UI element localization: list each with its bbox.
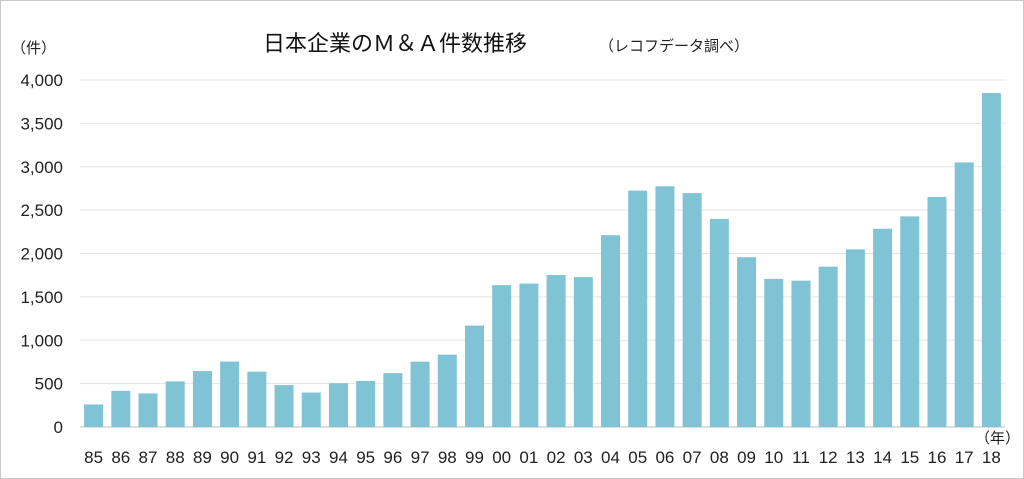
- x-tick-label: 07: [683, 448, 702, 467]
- bar-06: [655, 186, 675, 427]
- bar-99: [464, 325, 484, 427]
- x-tick-label: 88: [166, 448, 185, 467]
- x-tick-label: 17: [955, 448, 974, 467]
- x-tick-label: 15: [900, 448, 919, 467]
- x-tick-label: 86: [111, 448, 130, 467]
- bar-94: [328, 383, 348, 427]
- y-axis-label: （件）: [11, 40, 56, 57]
- bar-07: [682, 193, 702, 427]
- y-tick-label: 500: [35, 375, 63, 394]
- bar-10: [764, 278, 784, 427]
- x-tick-label: 02: [547, 448, 566, 467]
- bar-86: [111, 390, 131, 427]
- x-axis-label: （年）: [975, 430, 1020, 447]
- y-tick-label: 1,000: [20, 331, 63, 350]
- bar-98: [437, 354, 457, 427]
- y-tick-label: 3,500: [20, 114, 63, 133]
- x-tick-labels: 85 86 87 88 89 90 91 92 93 94 95 96 97 98 99 00 01 02 03 04…: [84, 448, 1001, 467]
- bar-03: [573, 277, 593, 427]
- x-tick-label: 89: [193, 448, 212, 467]
- bar-04: [601, 235, 621, 427]
- x-tick-label: 99: [465, 448, 484, 467]
- bar-05: [628, 190, 648, 427]
- x-tick-label: 03: [574, 448, 593, 467]
- bar-17: [954, 162, 974, 427]
- y-tick-label: 2,500: [20, 201, 63, 220]
- x-tick-label: 85: [84, 448, 103, 467]
- x-tick-label: 01: [519, 448, 538, 467]
- bar-95: [356, 380, 376, 427]
- y-tick-label: 1,500: [20, 288, 63, 307]
- bar-92: [274, 385, 294, 427]
- bar-15: [900, 216, 920, 427]
- bar-87: [138, 393, 158, 427]
- x-tick-label: 97: [411, 448, 430, 467]
- x-tick-label: 93: [302, 448, 321, 467]
- bar-18: [981, 93, 1001, 427]
- x-tick-label: 06: [655, 448, 674, 467]
- bar-85: [84, 404, 104, 427]
- bar-09: [737, 257, 757, 427]
- bar-91: [247, 371, 267, 427]
- chart-subtitle: （レコフデータ調べ）: [599, 37, 749, 55]
- bar-16: [927, 196, 947, 427]
- x-tick-label: 08: [710, 448, 729, 467]
- x-tick-label: 05: [628, 448, 647, 467]
- x-tick-label: 13: [846, 448, 865, 467]
- bar-88: [165, 381, 185, 427]
- bar-93: [301, 392, 321, 427]
- x-tick-label: 11: [792, 448, 810, 467]
- bar-02: [546, 275, 566, 427]
- x-tick-label: 87: [139, 448, 158, 467]
- y-tick-label: 4,000: [20, 71, 63, 90]
- y-tick-labels: 0 500 1,000 1,500 2,000 2,500 3,000 3,500 4,000: [20, 71, 63, 437]
- bar-97: [410, 361, 430, 427]
- x-tick-label: 10: [764, 448, 783, 467]
- x-tick-label: 90: [220, 448, 239, 467]
- bar-12: [818, 266, 838, 427]
- x-tick-label: 00: [492, 448, 511, 467]
- x-tick-label: 09: [737, 448, 756, 467]
- bar-13: [845, 249, 865, 427]
- x-tick-label: 94: [329, 448, 348, 467]
- bar-01: [519, 283, 539, 427]
- bar-89: [192, 371, 212, 427]
- x-tick-label: 95: [356, 448, 375, 467]
- x-tick-label: 91: [247, 448, 266, 467]
- chart-title: 日本企業のＭ＆Ａ件数推移: [263, 31, 527, 56]
- y-tick-label: 3,000: [20, 158, 63, 177]
- x-tick-label: 14: [873, 448, 892, 467]
- bar-14: [873, 228, 893, 427]
- x-tick-label: 16: [928, 448, 947, 467]
- bar-96: [383, 373, 403, 427]
- bar-08: [709, 218, 729, 427]
- x-tick-label: 18: [982, 448, 1001, 467]
- x-tick-label: 12: [819, 448, 838, 467]
- bar-11: [791, 280, 811, 427]
- gridlines: [80, 79, 1005, 428]
- x-tick-label: 98: [438, 448, 457, 467]
- x-tick-label: 96: [383, 448, 402, 467]
- bar-90: [220, 361, 240, 427]
- bar-00: [492, 285, 512, 427]
- x-tick-label: 04: [601, 448, 620, 467]
- x-tick-label: 92: [275, 448, 294, 467]
- y-tick-label: 2,000: [20, 245, 63, 264]
- y-tick-label: 0: [54, 418, 63, 437]
- bars: [84, 93, 1001, 427]
